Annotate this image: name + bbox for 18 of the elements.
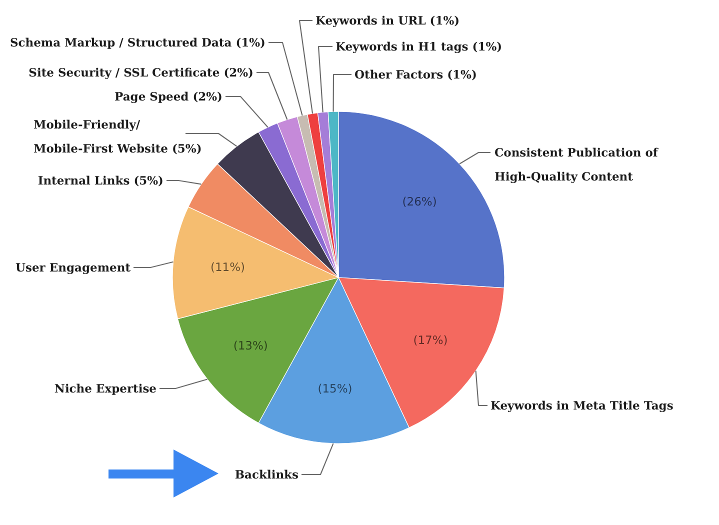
slice-label: Internal Links (5%) xyxy=(38,174,164,188)
slice-label: Mobile-Friendly/ Mobile-First Website (5%) xyxy=(34,118,202,156)
slice-label: Page Speed (2%) xyxy=(114,90,223,104)
slice-label: User Engagement xyxy=(15,260,132,274)
slice-label: Schema Markup / Structured Data (1%) xyxy=(10,36,266,50)
data-label: (15%) xyxy=(318,382,352,396)
slice-label: Backlinks xyxy=(234,468,299,482)
data-label: (26%) xyxy=(402,194,437,208)
data-label: (13%) xyxy=(233,338,268,353)
slice-label: Other Factors (1%) xyxy=(354,68,477,82)
data-label: (17%) xyxy=(413,333,448,348)
slice-label: Site Security / SSL Certificate (2%) xyxy=(28,66,254,80)
slice-label: Niche Expertise xyxy=(54,382,157,396)
slice-label: Keywords in Meta Title Tags xyxy=(490,398,674,412)
slice-label: Keywords in H1 tags (1%) xyxy=(336,40,502,54)
slice-label: Keywords in URL (1%) xyxy=(316,14,460,28)
slice-label: Consistent Publication of High-Quality Content xyxy=(494,146,659,184)
data-label: (11%) xyxy=(210,260,246,274)
